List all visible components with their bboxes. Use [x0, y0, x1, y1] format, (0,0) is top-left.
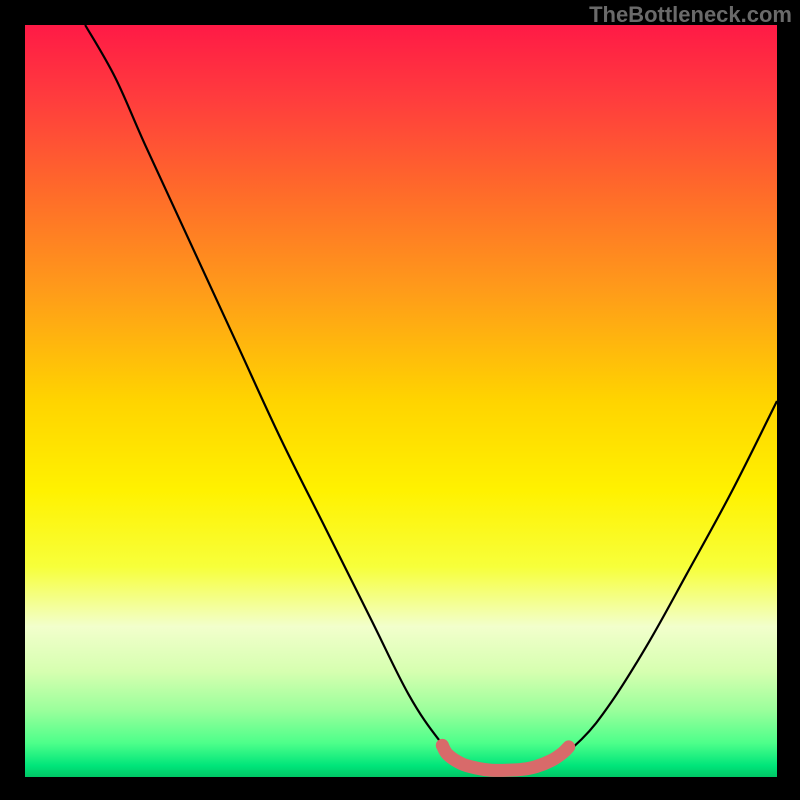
bottleneck-chart-svg [0, 0, 800, 800]
chart-canvas: TheBottleneck.com [0, 0, 800, 800]
watermark-text: TheBottleneck.com [589, 2, 792, 28]
highlight-endpoint-marker [436, 739, 449, 752]
plot-background [25, 25, 777, 777]
